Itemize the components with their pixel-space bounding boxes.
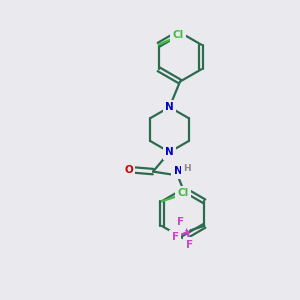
Text: N: N xyxy=(165,102,174,112)
Text: O: O xyxy=(124,165,133,175)
Text: F: F xyxy=(186,239,193,250)
Text: Cl: Cl xyxy=(172,30,184,40)
Text: F: F xyxy=(177,217,184,227)
Text: N: N xyxy=(165,147,174,157)
Text: Cl: Cl xyxy=(177,188,188,198)
Text: N: N xyxy=(173,166,182,176)
Text: F: F xyxy=(172,232,179,242)
Text: H: H xyxy=(183,164,191,172)
